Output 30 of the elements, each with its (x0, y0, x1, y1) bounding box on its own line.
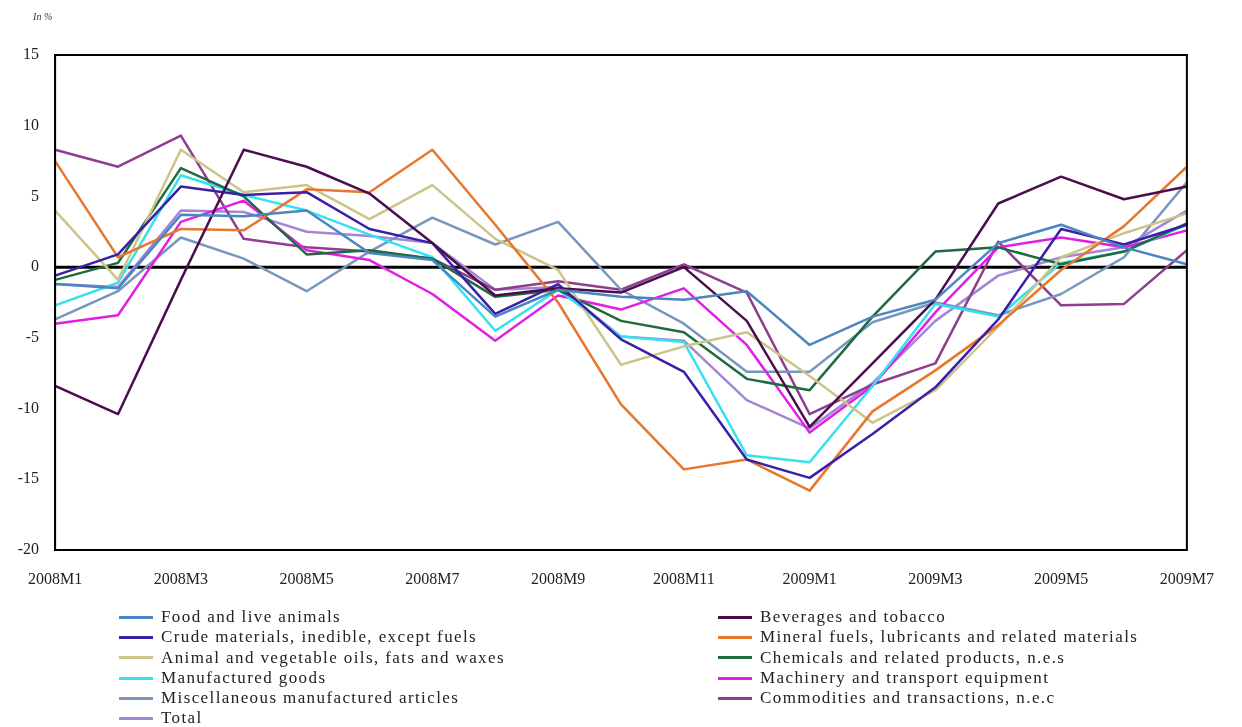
legend-label: Crude materials, inedible, except fuels (161, 627, 478, 648)
y-axis-title: In % (32, 10, 53, 22)
y-tick-label: 0 (31, 257, 40, 275)
x-tick-label: 2009M3 (908, 569, 963, 587)
legend-label: Beverages and tobacco (760, 607, 947, 628)
legend-label: Miscellaneous manufactured articles (161, 688, 460, 709)
y-tick-label: 5 (31, 186, 40, 204)
legend-label: Total (161, 708, 203, 727)
legend-label: Mineral fuels, lubricants and related materials (760, 627, 1139, 648)
legend-label: Manufactured goods (161, 667, 327, 689)
legend-label: Machinery and transport equipment (760, 667, 1050, 689)
y-tick-label: -5 (25, 328, 40, 346)
x-tick-label: 2008M9 (531, 569, 586, 587)
y-tick-label: -15 (17, 469, 40, 487)
legend-label: Commodities and transactions, n.e.c (760, 688, 1056, 709)
x-tick-label: 2008M11 (653, 569, 715, 587)
y-tick-label: 15 (23, 45, 40, 63)
x-tick-label: 2009M1 (782, 569, 837, 587)
x-tick-label: 2008M5 (279, 569, 334, 587)
legend-label: Animal and vegetable oils, fats and waxes (161, 647, 505, 668)
x-tick-label: 2009M5 (1034, 569, 1089, 587)
x-tick-label: 2008M7 (405, 569, 460, 587)
y-tick-label: -10 (17, 398, 40, 416)
x-tick-label: 2008M3 (153, 569, 208, 587)
y-tick-label: -20 (17, 540, 40, 558)
x-tick-label: 2009M7 (1159, 569, 1214, 587)
y-tick-label: 10 (23, 115, 40, 133)
x-tick-label: 2008M1 (28, 569, 83, 587)
legend-label: Chemicals and related products, n.e.s (760, 647, 1066, 668)
legend-label: Food and live animals (161, 607, 342, 628)
